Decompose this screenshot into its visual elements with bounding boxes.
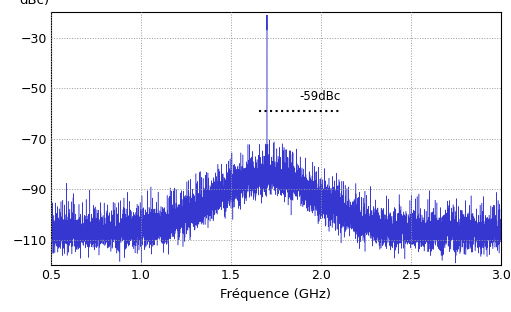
X-axis label: Fréquence (GHz): Fréquence (GHz) bbox=[220, 288, 332, 301]
Text: dBc): dBc) bbox=[19, 0, 50, 7]
Text: -59dBc: -59dBc bbox=[299, 90, 340, 104]
